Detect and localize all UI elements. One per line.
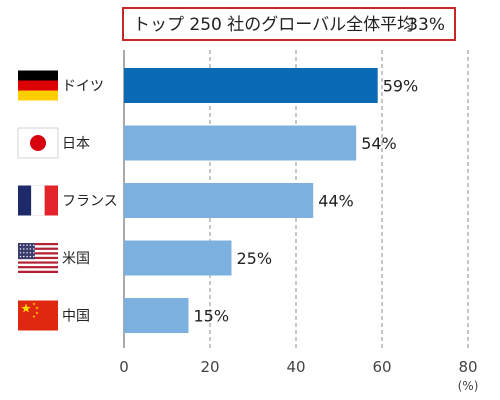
- x-tick-label: 0: [119, 358, 129, 376]
- x-tick-label: 40: [286, 358, 305, 376]
- value-label: 54%: [361, 134, 397, 153]
- bar-3: [124, 240, 232, 276]
- average-banner: トップ 250 社のグローバル全体平均 33%: [122, 7, 456, 41]
- value-label: 15%: [194, 307, 230, 326]
- category-label: フランス: [62, 194, 118, 210]
- x-axis-unit: (%): [458, 379, 479, 393]
- bar-4: [124, 298, 189, 333]
- x-tick-label: 80: [458, 358, 477, 376]
- average-banner-value: 33%: [407, 15, 445, 35]
- bar-0: [124, 68, 378, 103]
- average-banner-text: トップ 250 社のグローバル全体平均: [133, 15, 414, 35]
- value-labels: 59% 54% 44% 25% 15%: [194, 77, 419, 326]
- x-tick-label: 20: [200, 358, 219, 376]
- bar-2: [124, 183, 314, 218]
- value-label: 25%: [237, 249, 273, 268]
- value-label: 59%: [383, 77, 419, 96]
- category-label: 日本: [62, 136, 90, 152]
- china-flag: [18, 300, 58, 331]
- germany-flag: [18, 70, 58, 101]
- value-label: 44%: [318, 192, 354, 211]
- bars: [124, 68, 378, 333]
- category-label: 中国: [62, 309, 90, 325]
- category-label: 米国: [62, 251, 90, 267]
- average-banner-box: [122, 7, 456, 41]
- usa-flag: [18, 243, 58, 273]
- flags: [17, 70, 59, 331]
- category-label: ドイツ: [62, 79, 104, 95]
- x-axis-ticks: 0 20 40 60 80: [119, 358, 477, 376]
- bar-1: [124, 125, 357, 161]
- france-flag: [18, 185, 58, 216]
- japan-flag: [17, 127, 59, 159]
- x-tick-label: 60: [372, 358, 391, 376]
